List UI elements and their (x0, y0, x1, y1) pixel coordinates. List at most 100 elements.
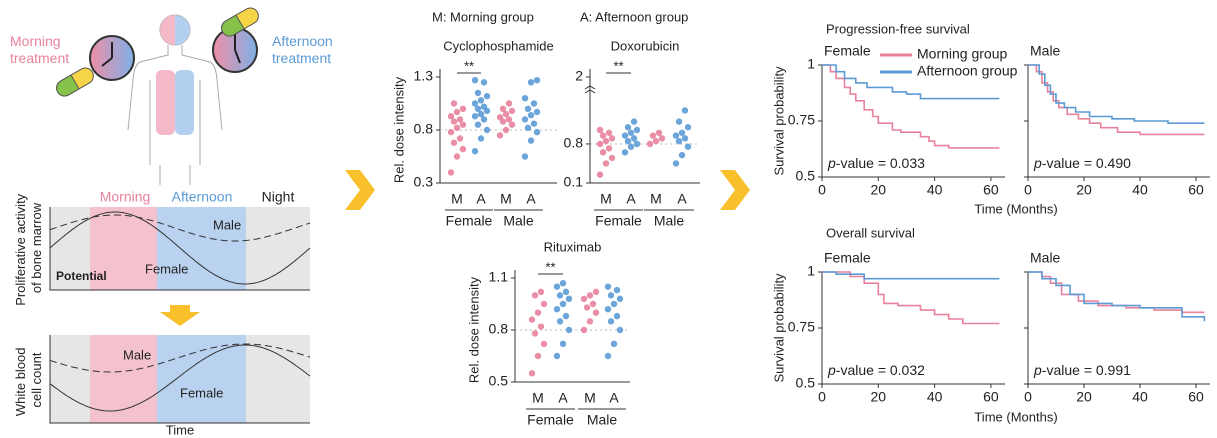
x-tick-label: 0 (1024, 182, 1032, 198)
dot (599, 149, 607, 156)
dot (459, 105, 467, 113)
afternoon-band (157, 335, 246, 423)
y-tick-label: 0.8 (564, 135, 584, 151)
y-axis-label: Rel. dose intensity (466, 276, 481, 383)
legend-label: Afternoon group (917, 63, 1018, 79)
dot (540, 300, 548, 308)
dot (528, 316, 536, 323)
dot (521, 116, 529, 123)
axis-break (584, 85, 596, 94)
panel-title: Male (1030, 250, 1061, 266)
dot (474, 121, 482, 128)
label-line: cell count (29, 352, 44, 407)
p-italic: p (1033, 155, 1042, 171)
dot (505, 116, 513, 123)
dot (592, 309, 600, 316)
label-line: Proliferative activity (13, 193, 28, 305)
x-tick-label: 60 (983, 389, 999, 405)
curve-label: Potential (56, 269, 107, 283)
dot (456, 135, 464, 142)
dot (450, 100, 458, 107)
pill (221, 7, 259, 37)
dot (602, 137, 610, 145)
dot (496, 114, 504, 121)
dot (537, 288, 545, 296)
dot (616, 326, 624, 334)
group-label: Female (527, 412, 574, 428)
x-tick-label: 0 (1024, 389, 1032, 405)
dot (580, 295, 588, 302)
x-tick-label: 40 (927, 182, 943, 198)
dot (599, 132, 607, 139)
y-tick-label: 1.1 (489, 269, 509, 285)
y-axis-label: Survival probability (771, 273, 786, 383)
x-tick-label: 60 (1188, 182, 1204, 198)
legend-note: M: Morning group (432, 9, 534, 24)
dot (474, 89, 482, 97)
legend-note: A: Afternoon group (580, 9, 688, 24)
dot (450, 139, 458, 146)
dot (533, 128, 541, 136)
dot (447, 113, 455, 120)
dot (646, 140, 654, 148)
dot (681, 107, 689, 114)
dot (502, 110, 510, 118)
axes (49, 335, 310, 424)
dot (675, 137, 683, 145)
phase-label: Morning (100, 189, 151, 205)
x-tick-label: 20 (1076, 182, 1092, 198)
chart-title: Doxorubicin (611, 38, 680, 53)
survival-curve (822, 271, 1000, 325)
p-text: -value = 0.033 (836, 155, 925, 171)
clock-hands (234, 34, 241, 64)
p-italic: p (1033, 362, 1042, 378)
dot (589, 300, 597, 308)
y-tick-label: 1 (807, 263, 815, 279)
x-axis-label: Time (Months) (974, 201, 1057, 216)
dot (527, 79, 535, 86)
dot (678, 129, 686, 136)
y-axis-label: Rel. dose intensity (391, 76, 406, 183)
survival-curve (822, 64, 1000, 100)
label-line: Afternoon (272, 33, 333, 49)
dot (477, 97, 485, 104)
dot (630, 118, 638, 125)
afternoon-band (157, 207, 246, 290)
survival-curve (822, 271, 1000, 280)
chart-title: Cyclophosphamide (443, 38, 554, 53)
p-value: p-value = 0.490 (1033, 155, 1131, 171)
dot (630, 135, 638, 142)
dot (621, 149, 629, 156)
survival-curve (1028, 271, 1206, 322)
dot (502, 126, 510, 134)
label-line: of bone marrow (29, 202, 44, 293)
dot (613, 312, 621, 320)
dot (624, 137, 632, 145)
dot (610, 340, 618, 348)
morning-band (90, 335, 157, 423)
dot (480, 79, 488, 86)
x-tick-label: M (650, 191, 662, 207)
dot (610, 300, 618, 308)
dot (562, 288, 570, 296)
dot (499, 105, 507, 113)
y-tick-label: 0.5 (796, 375, 816, 391)
y-tick-label: 0.5 (489, 373, 509, 389)
clock-hands (101, 42, 113, 67)
p-text: -value = 0.032 (836, 362, 925, 378)
dot (675, 118, 683, 125)
dot (604, 352, 612, 360)
dot (533, 108, 541, 116)
dot (447, 169, 455, 176)
dot (565, 295, 573, 302)
dot (531, 330, 539, 337)
dot (604, 306, 612, 313)
dot (559, 280, 567, 287)
dot (607, 292, 615, 299)
chart-title: Rituximab (544, 239, 602, 254)
dot (496, 132, 504, 139)
p-value: p-value = 0.991 (1033, 362, 1131, 378)
dot (580, 326, 588, 334)
dot (471, 100, 479, 107)
dot (559, 340, 567, 348)
